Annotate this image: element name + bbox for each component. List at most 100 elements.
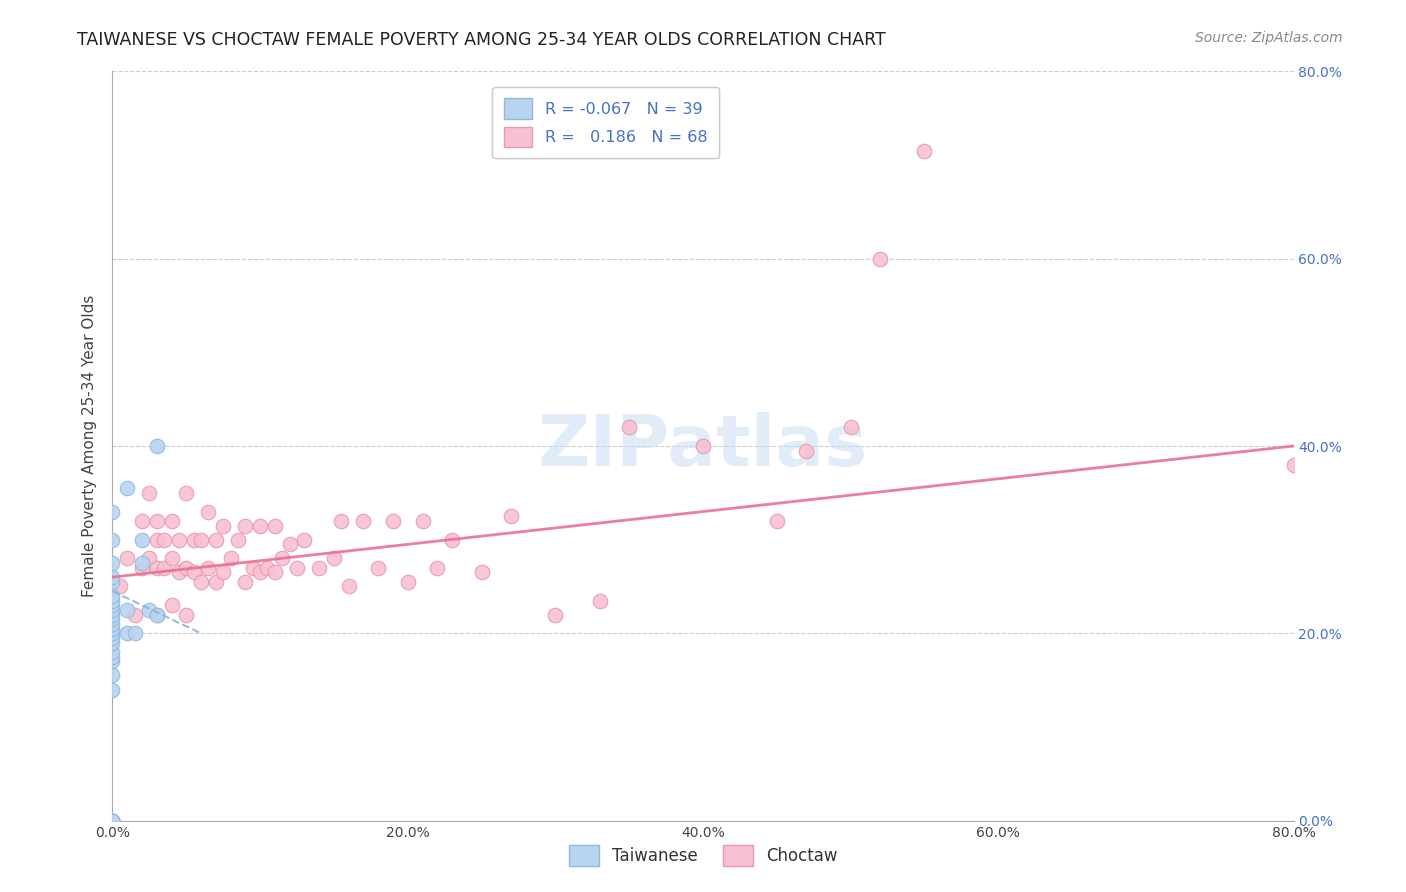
Y-axis label: Female Poverty Among 25-34 Year Olds: Female Poverty Among 25-34 Year Olds [82, 295, 97, 597]
Point [101, 814, 124, 828]
Point [138, 551, 160, 566]
Point [101, 814, 124, 828]
Point [367, 561, 389, 575]
Point [101, 603, 124, 617]
Point [470, 566, 494, 580]
Point [101, 814, 124, 828]
Point [101, 622, 124, 636]
Point [101, 814, 124, 828]
Point [101, 612, 124, 626]
Point [330, 514, 353, 528]
Text: Source: ZipAtlas.com: Source: ZipAtlas.com [1195, 31, 1343, 45]
Point [233, 518, 256, 533]
Point [117, 551, 138, 566]
Point [131, 556, 153, 570]
Point [183, 566, 205, 580]
Point [197, 561, 219, 575]
Point [146, 514, 169, 528]
Point [197, 505, 219, 519]
Point [692, 439, 714, 453]
Point [264, 566, 287, 580]
Point [205, 574, 228, 589]
Point [101, 617, 124, 632]
Point [292, 533, 315, 547]
Point [914, 144, 936, 158]
Point [308, 561, 330, 575]
Point [101, 814, 124, 828]
Point [766, 514, 789, 528]
Point [249, 566, 271, 580]
Point [101, 599, 124, 613]
Point [264, 518, 287, 533]
Point [1282, 458, 1305, 472]
Point [101, 607, 124, 622]
Point [256, 561, 278, 575]
Point [352, 514, 374, 528]
Point [278, 537, 301, 551]
Point [167, 566, 190, 580]
Point [242, 561, 264, 575]
Point [101, 626, 124, 640]
Point [146, 607, 169, 622]
Point [190, 533, 212, 547]
Point [101, 589, 124, 603]
Point [131, 533, 153, 547]
Point [426, 561, 449, 575]
Point [101, 635, 124, 649]
Point [174, 607, 197, 622]
Point [101, 814, 124, 828]
Point [153, 561, 176, 575]
Point [124, 607, 146, 622]
Point [167, 533, 190, 547]
Point [588, 593, 610, 607]
Point [131, 514, 153, 528]
Point [271, 551, 294, 566]
Point [101, 593, 124, 607]
Point [101, 814, 124, 828]
Point [174, 486, 197, 500]
Point [146, 533, 169, 547]
Point [323, 551, 346, 566]
Point [382, 514, 405, 528]
Point [160, 514, 183, 528]
Point [101, 649, 124, 664]
Point [138, 486, 160, 500]
Point [146, 607, 169, 622]
Point [101, 570, 124, 584]
Point [174, 561, 197, 575]
Point [101, 668, 124, 682]
Point [183, 533, 205, 547]
Point [501, 509, 523, 524]
Point [233, 574, 256, 589]
Point [101, 556, 124, 570]
Point [441, 533, 464, 547]
Point [869, 252, 891, 266]
Legend: Taiwanese, Choctaw: Taiwanese, Choctaw [560, 837, 846, 875]
Point [146, 439, 169, 453]
Point [131, 561, 153, 575]
Point [101, 505, 124, 519]
Point [146, 561, 169, 575]
Point [411, 514, 433, 528]
Point [101, 682, 124, 697]
Point [108, 580, 131, 594]
Point [153, 533, 176, 547]
Point [839, 420, 862, 434]
Point [796, 443, 818, 458]
Point [285, 561, 308, 575]
Point [117, 626, 138, 640]
Point [160, 551, 183, 566]
Point [212, 566, 235, 580]
Point [138, 603, 160, 617]
Point [101, 814, 124, 828]
Point [212, 518, 235, 533]
Text: ZIPatlas: ZIPatlas [538, 411, 868, 481]
Point [219, 551, 242, 566]
Point [117, 481, 138, 495]
Text: TAIWANESE VS CHOCTAW FEMALE POVERTY AMONG 25-34 YEAR OLDS CORRELATION CHART: TAIWANESE VS CHOCTAW FEMALE POVERTY AMON… [77, 31, 886, 49]
Point [249, 518, 271, 533]
Point [226, 533, 249, 547]
Point [101, 645, 124, 659]
Point [544, 607, 567, 622]
Point [101, 533, 124, 547]
